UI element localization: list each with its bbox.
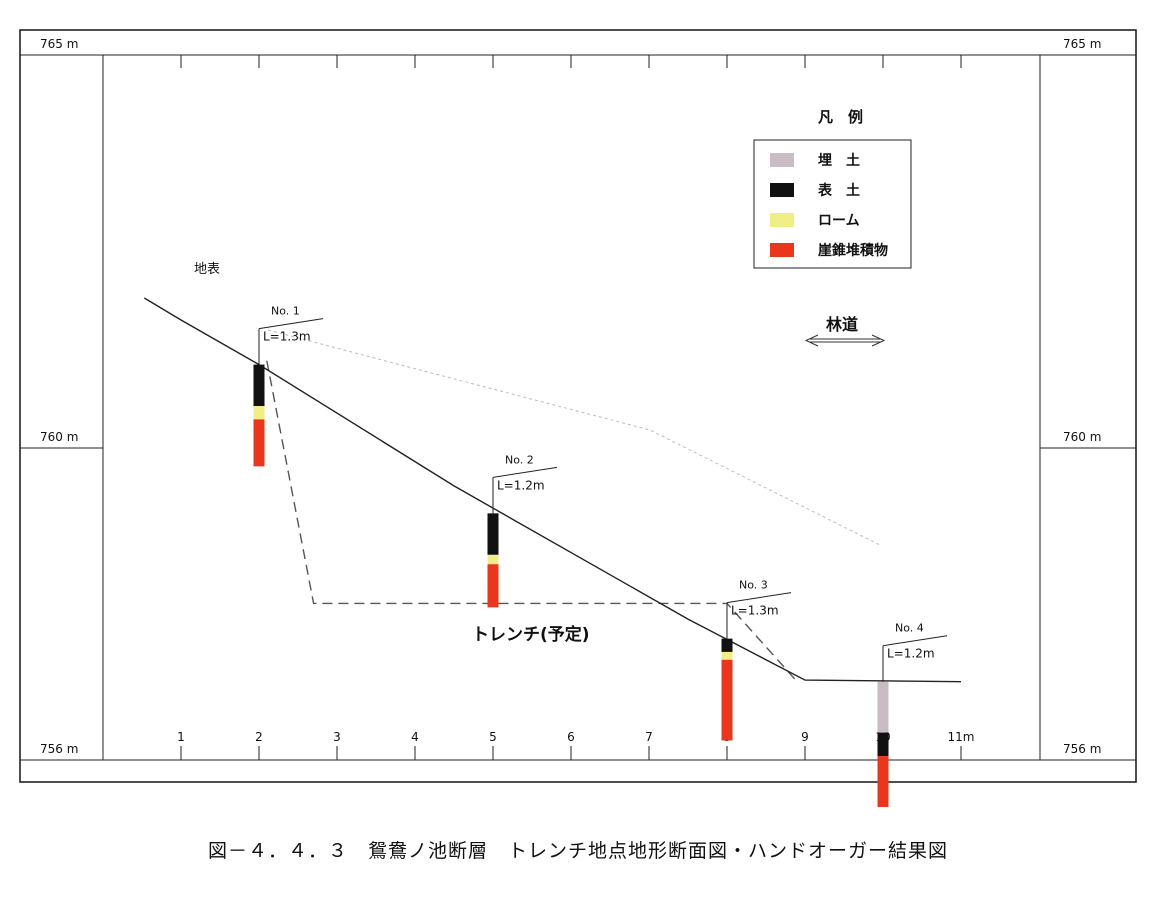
figure-caption: 図－４．４．３ 鴛鴦ノ池断層 トレンチ地点地形断面図・ハンドオーガー結果図 xyxy=(207,840,948,862)
borehole-layer-talus xyxy=(721,659,733,741)
figure-frame xyxy=(19,29,1137,783)
borehole-name: No. 3 xyxy=(739,579,768,592)
elevation-label-756-right: 756 m xyxy=(1063,742,1101,756)
trench-outline xyxy=(266,360,798,683)
x-tick-label: 5 xyxy=(489,730,497,744)
borehole-layer-topsoil xyxy=(721,638,733,652)
legend-swatch xyxy=(770,243,794,257)
x-tick-label: 9 xyxy=(801,730,809,744)
x-tick-label: 6 xyxy=(567,730,575,744)
borehole-layer-talus xyxy=(877,756,889,807)
borehole-length: L=1.2m xyxy=(497,478,545,492)
x-tick-label: 1 xyxy=(177,730,185,744)
borehole-layer-talus xyxy=(487,564,499,608)
borehole-1: No. 1 L=1.3m xyxy=(253,305,324,467)
elevation-label-765-left: 765 m xyxy=(40,37,78,51)
legend-title: 凡 例 xyxy=(818,108,863,126)
boreholes: No. 1 L=1.3m No. 2 L=1.2m No. 3 L=1.3m No. 4 L=… xyxy=(253,305,948,807)
borehole-layer-topsoil xyxy=(877,732,889,757)
legend-label: 埋 土 xyxy=(818,152,860,169)
borehole-layer-loam xyxy=(721,651,733,660)
legend-swatch xyxy=(770,183,794,197)
borehole-length: L=1.3m xyxy=(263,330,311,344)
elevation-label-765-right: 765 m xyxy=(1063,37,1101,51)
borehole-length: L=1.3m xyxy=(731,604,779,618)
x-tick-label: 4 xyxy=(411,730,419,744)
borehole-label-underline xyxy=(492,466,558,478)
top-ticks xyxy=(180,55,962,68)
borehole-2: No. 2 L=1.2m xyxy=(487,453,558,608)
borehole-name: No. 2 xyxy=(505,453,534,466)
elevation-label-760-left: 760 m xyxy=(40,430,78,444)
bottom-ticks xyxy=(180,746,962,760)
elevation-label-760-right: 760 m xyxy=(1063,430,1101,444)
legend-swatch xyxy=(770,153,794,167)
borehole-label-underline xyxy=(726,592,792,604)
borehole-layer-topsoil xyxy=(487,513,499,555)
x-tick-label: 3 xyxy=(333,730,341,744)
borehole-name: No. 1 xyxy=(271,305,300,318)
legend-label: 表 土 xyxy=(817,182,860,199)
double-arrow-icon xyxy=(804,334,886,347)
borehole-3: No. 3 L=1.3m xyxy=(721,579,792,741)
legend-label: 崖錐堆積物 xyxy=(818,242,888,259)
subsurface-guide-line xyxy=(267,329,881,546)
trench-label: トレンチ(予定) xyxy=(472,624,590,645)
borehole-label-underline xyxy=(258,318,324,330)
elevation-label-756-left: 756 m xyxy=(40,742,78,756)
borehole-4: No. 4 L=1.2m xyxy=(877,622,948,807)
x-tick-labels: 1234567891011m xyxy=(177,730,974,744)
ground-surface-line xyxy=(143,297,962,683)
borehole-name: No. 4 xyxy=(895,622,924,635)
borehole-label-underline xyxy=(882,635,948,647)
borehole-layer-talus xyxy=(253,419,265,467)
borehole-layer-loam xyxy=(253,406,265,420)
borehole-layer-topsoil xyxy=(253,364,265,407)
x-tick-label: 11m xyxy=(948,730,975,744)
borehole-layer-loam xyxy=(487,554,499,565)
x-tick-label: 7 xyxy=(645,730,653,744)
forest-road-label: 林道 xyxy=(826,315,858,334)
legend-label: ローム xyxy=(818,213,860,229)
legend-swatch xyxy=(770,213,794,227)
x-tick-label: 2 xyxy=(255,730,263,744)
ground-surface-label: 地表 xyxy=(194,262,220,277)
borehole-layer-fill xyxy=(877,681,889,733)
borehole-length: L=1.2m xyxy=(887,647,935,661)
